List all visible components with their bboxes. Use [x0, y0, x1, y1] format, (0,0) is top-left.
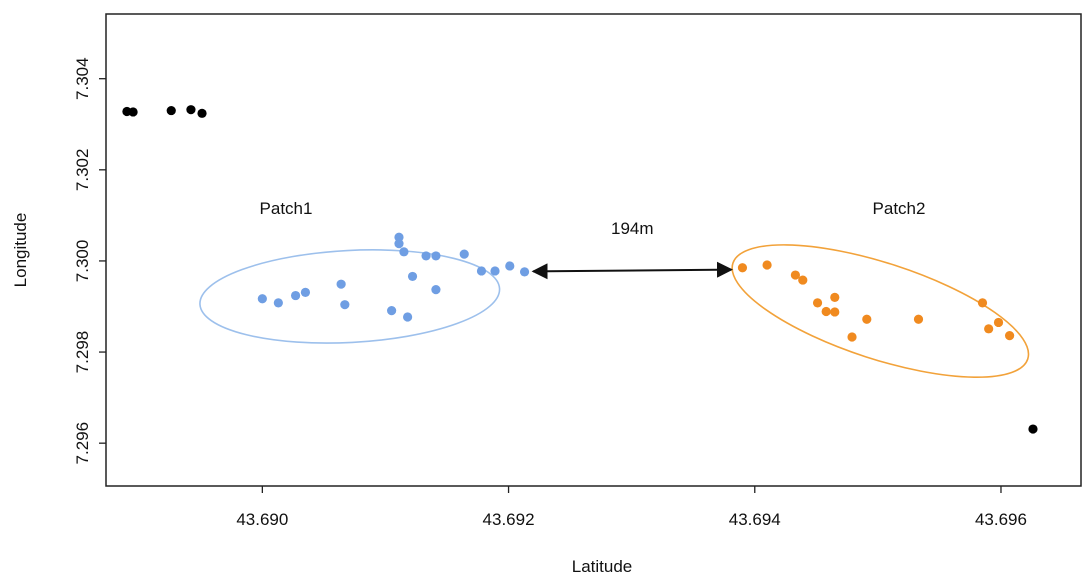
patch1-point: [431, 251, 441, 261]
other-point: [186, 105, 196, 115]
patch2-point: [984, 324, 994, 334]
patch1-point: [403, 312, 413, 322]
patch1-point: [490, 266, 500, 276]
y-tick-label: 7.302: [73, 149, 92, 192]
patch1-point: [459, 249, 469, 259]
patch2-point: [830, 307, 840, 317]
patch2-point: [862, 314, 872, 324]
plot-frame: [105, 13, 1082, 487]
patch1-point: [336, 279, 346, 289]
patch1-point: [394, 239, 404, 249]
x-tick-label: 43.690: [236, 510, 288, 529]
patch2-point: [821, 306, 831, 317]
patch1-point: [505, 261, 515, 271]
x-tick-label: 43.696: [975, 510, 1027, 529]
patch2-point: [977, 298, 988, 308]
other-point: [1028, 424, 1038, 434]
data-points: [122, 105, 1038, 434]
patch1-point: [399, 247, 409, 257]
patch1-point: [394, 232, 404, 242]
patch1-point: [431, 285, 441, 295]
x-axis: 43.690 43.692 43.694 43.696: [236, 486, 1027, 529]
patch2-point: [762, 260, 772, 270]
other-point: [128, 107, 138, 117]
patch2-point: [830, 292, 840, 302]
patch1-point: [273, 298, 283, 308]
patch1-point: [340, 300, 350, 310]
patch1-ellipse: [199, 249, 501, 344]
x-axis-label: Latitude: [572, 557, 633, 575]
y-tick-label: 7.296: [73, 422, 92, 465]
patch1-point: [519, 267, 530, 277]
patch2-point: [790, 270, 800, 280]
patch-ellipses: Patch1 Patch2: [199, 199, 1030, 379]
x-tick-label: 43.694: [729, 510, 781, 529]
y-tick-label: 7.300: [73, 240, 92, 283]
patch2-point: [993, 317, 1004, 328]
distance-arrow: [531, 261, 733, 280]
patch2-point: [812, 298, 823, 308]
distance-label: 194m: [611, 219, 654, 238]
x-tick-label: 43.692: [483, 510, 535, 529]
patch1-point: [421, 251, 431, 261]
patch2-point: [847, 332, 857, 342]
y-axis-label: Longitude: [11, 213, 30, 288]
other-point: [166, 105, 176, 116]
y-tick-label: 7.304: [73, 57, 92, 100]
patch2-point: [798, 275, 808, 285]
patch2-point: [737, 263, 748, 273]
patch1-point: [300, 287, 311, 297]
other-point: [197, 108, 207, 118]
patch1-point: [387, 305, 397, 316]
patch1-point: [257, 294, 267, 304]
y-tick-label: 7.298: [73, 331, 92, 374]
patch1-label: Patch1: [260, 199, 313, 218]
patch2-label: Patch2: [873, 199, 926, 218]
patch2-point: [913, 314, 924, 324]
patch1-point: [407, 271, 418, 282]
y-axis: 7.296 7.298 7.300 7.302 7.304: [73, 57, 106, 464]
patch2-point: [1004, 331, 1015, 341]
patch2-ellipse: [731, 244, 1030, 379]
patch1-point: [476, 266, 487, 276]
patch1-point: [290, 290, 301, 301]
